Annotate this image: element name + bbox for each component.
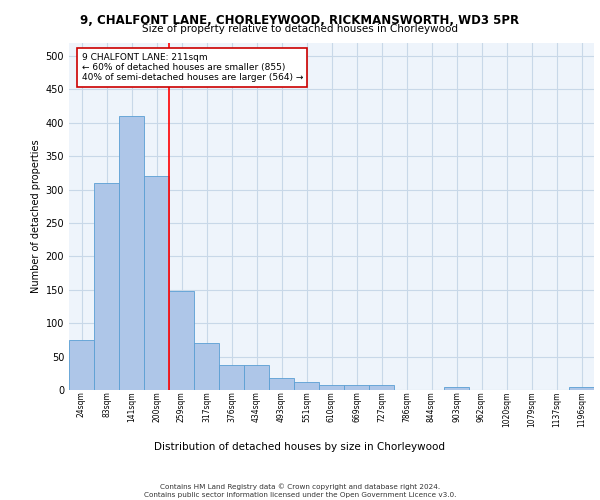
Bar <box>444 386 469 390</box>
Bar <box>194 343 219 390</box>
Bar <box>119 116 144 390</box>
Bar <box>144 176 169 390</box>
Bar <box>169 291 194 390</box>
Bar <box>94 183 119 390</box>
Text: 9, CHALFONT LANE, CHORLEYWOOD, RICKMANSWORTH, WD3 5PR: 9, CHALFONT LANE, CHORLEYWOOD, RICKMANSW… <box>80 14 520 27</box>
Bar <box>244 366 269 390</box>
Bar <box>569 386 594 390</box>
Y-axis label: Number of detached properties: Number of detached properties <box>31 140 41 293</box>
Bar <box>344 386 369 390</box>
Bar <box>369 386 394 390</box>
Text: Distribution of detached houses by size in Chorleywood: Distribution of detached houses by size … <box>155 442 445 452</box>
Bar <box>319 386 344 390</box>
Text: Size of property relative to detached houses in Chorleywood: Size of property relative to detached ho… <box>142 24 458 34</box>
Text: Contains HM Land Registry data © Crown copyright and database right 2024.
Contai: Contains HM Land Registry data © Crown c… <box>144 484 456 498</box>
Bar <box>269 378 294 390</box>
Bar <box>69 340 94 390</box>
Bar <box>294 382 319 390</box>
Bar <box>219 366 244 390</box>
Text: 9 CHALFONT LANE: 211sqm
← 60% of detached houses are smaller (855)
40% of semi-d: 9 CHALFONT LANE: 211sqm ← 60% of detache… <box>82 52 303 82</box>
